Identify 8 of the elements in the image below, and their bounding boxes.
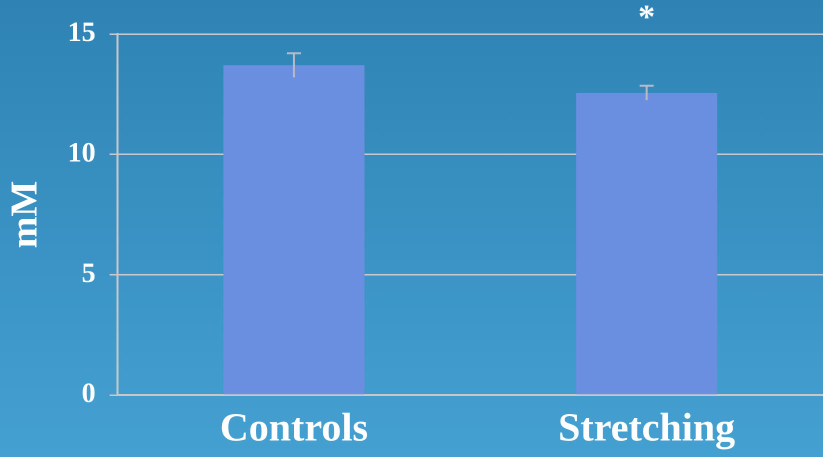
y-tick-label: 0 — [82, 378, 96, 410]
y-tick-label: 10 — [68, 138, 96, 169]
x-tick-label: Controls — [220, 404, 368, 450]
y-axis-title: mM — [4, 180, 46, 248]
x-tick-label: Stretching — [558, 404, 736, 450]
y-tick-label: 5 — [82, 258, 96, 289]
y-tick-label: 15 — [68, 17, 96, 48]
annotation: * — [638, 0, 656, 36]
